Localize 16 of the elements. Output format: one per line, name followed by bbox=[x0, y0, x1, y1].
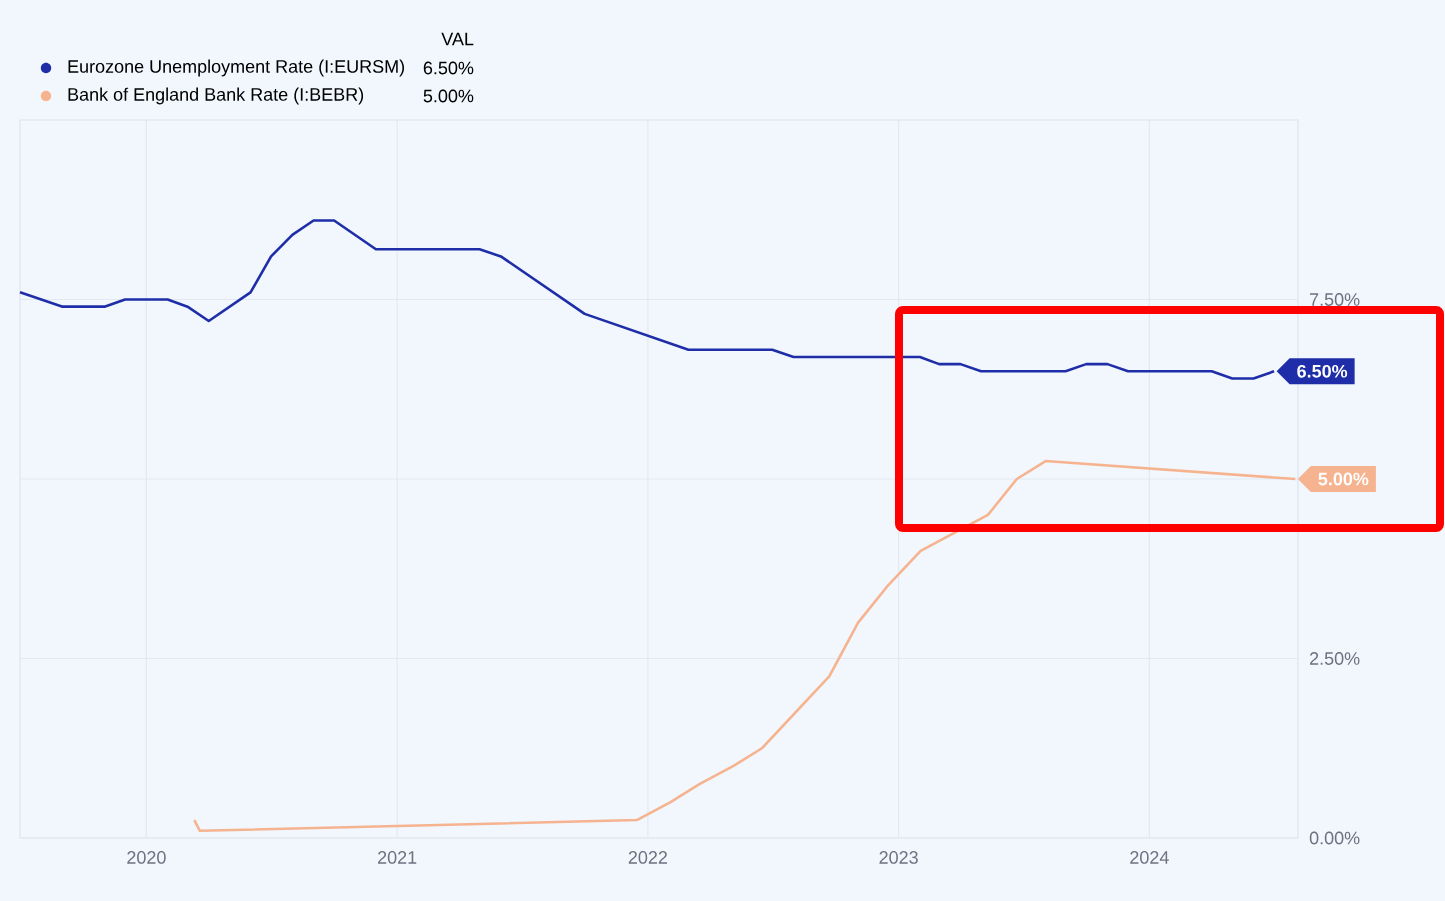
x-tick-label: 2021 bbox=[378, 851, 417, 864]
x-tick-label: 2024 bbox=[1130, 851, 1169, 864]
y-tick-label: 0.00% bbox=[1309, 831, 1360, 845]
y-tick-label: 7.50% bbox=[1310, 293, 1360, 306]
x-tick-label: 2023 bbox=[879, 851, 918, 864]
data-label: 6.50% bbox=[1297, 364, 1348, 378]
text: 6.50% bbox=[423, 61, 474, 75]
legend-label: Bank of England Bank Rate (I:BEBR) bbox=[68, 87, 364, 105]
legend-title: VAL bbox=[441, 32, 474, 46]
line-series bbox=[18, 219, 1276, 380]
x-tick-label: 2022 bbox=[628, 851, 667, 864]
x-tick-label: 2020 bbox=[127, 851, 166, 864]
y-tick-label: 2.50% bbox=[1310, 652, 1360, 665]
data-label: 5.00% bbox=[1318, 472, 1369, 486]
legend-label: Eurozone Unemployment Rate (I:EURSM) bbox=[68, 59, 405, 77]
text: 5.00% bbox=[423, 89, 474, 103]
